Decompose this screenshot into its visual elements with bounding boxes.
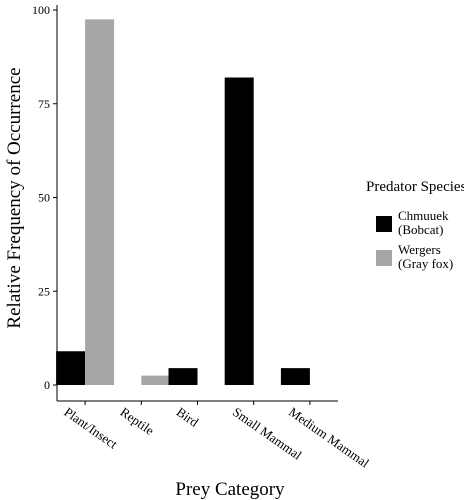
legend-title: Predator Species xyxy=(366,179,464,195)
y-tick-label: 75 xyxy=(38,97,50,111)
y-axis-ticks: 0 25 50 75 100 xyxy=(32,3,57,392)
bar-plant-insect-series-2 xyxy=(85,19,115,385)
legend-items: Chmuuek(Bobcat) Wergers(Gray fox) xyxy=(376,208,453,271)
bar-medium-mammal-series-1 xyxy=(280,368,310,385)
y-tick-label: 0 xyxy=(44,378,50,392)
y-axis-title: Relative Frequency of Occurrence xyxy=(4,67,25,328)
legend-label-series-2: (Gray fox) xyxy=(398,256,453,271)
x-tick-label: Medium Mammal xyxy=(286,404,372,471)
legend-label-series-1: (Bobcat) xyxy=(398,222,443,237)
legend: Predator Species Chmuuek(Bobcat) Wergers(… xyxy=(366,179,464,271)
bar-plant-insect-series-1 xyxy=(56,351,86,385)
x-tick-label: Reptile xyxy=(118,404,158,438)
legend-swatch-series-2 xyxy=(376,250,392,266)
bars-layer xyxy=(56,19,310,385)
x-tick-label: Bird xyxy=(174,404,202,430)
legend-label-series-2: Wergers xyxy=(398,242,441,257)
bar-bird-series-1 xyxy=(168,368,198,385)
bar-reptile-series-2 xyxy=(141,375,171,385)
y-tick-label: 25 xyxy=(38,284,50,298)
legend-label-series-1: Chmuuek xyxy=(398,208,449,223)
y-tick-label: 50 xyxy=(38,191,50,205)
x-axis-title: Prey Category xyxy=(175,479,285,500)
legend-swatch-series-1 xyxy=(376,216,392,232)
x-tick-label: Plant/Insect xyxy=(61,404,120,452)
bar-small-mammal-series-1 xyxy=(224,77,254,385)
y-tick-label: 100 xyxy=(32,3,50,17)
